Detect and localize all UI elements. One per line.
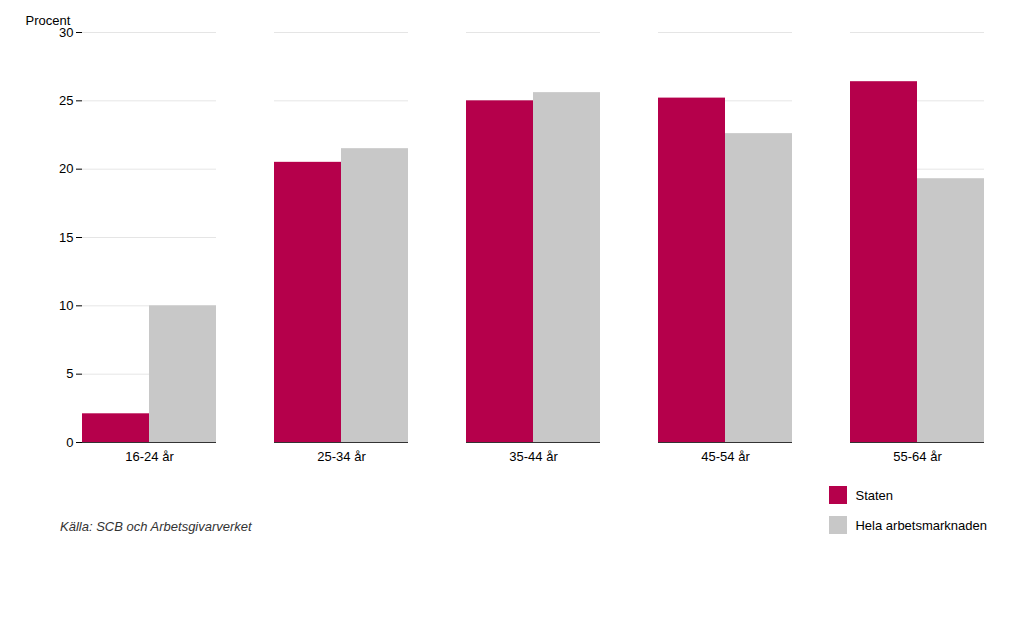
svg-text:55-64 år: 55-64 år [893, 449, 942, 464]
svg-text:30: 30 [59, 24, 74, 40]
svg-text:25-34 år: 25-34 år [317, 449, 366, 464]
svg-text:45-54 år: 45-54 år [701, 449, 750, 464]
html-text:Källa: SCB och Arbetsgivarverk: Källa: SCB och Arbetsgivarverket [60, 519, 252, 534]
svg-text:25: 25 [59, 93, 73, 108]
svg-text:20: 20 [59, 161, 73, 176]
svg-text:16-24 år: 16-24 år [125, 449, 174, 464]
svg-text:35-44 år: 35-44 år [509, 449, 558, 464]
svg-text:Procent: Procent [26, 13, 71, 28]
svg-text:5: 5 [66, 366, 73, 381]
html-text:Hela arbetsmarknaden: Hela arbetsmarknaden [855, 517, 987, 533]
svg-text:0: 0 [66, 435, 73, 450]
svg-text:15: 15 [59, 230, 73, 245]
svg-text:10: 10 [59, 298, 73, 313]
html-text:Staten: Staten [855, 487, 894, 503]
